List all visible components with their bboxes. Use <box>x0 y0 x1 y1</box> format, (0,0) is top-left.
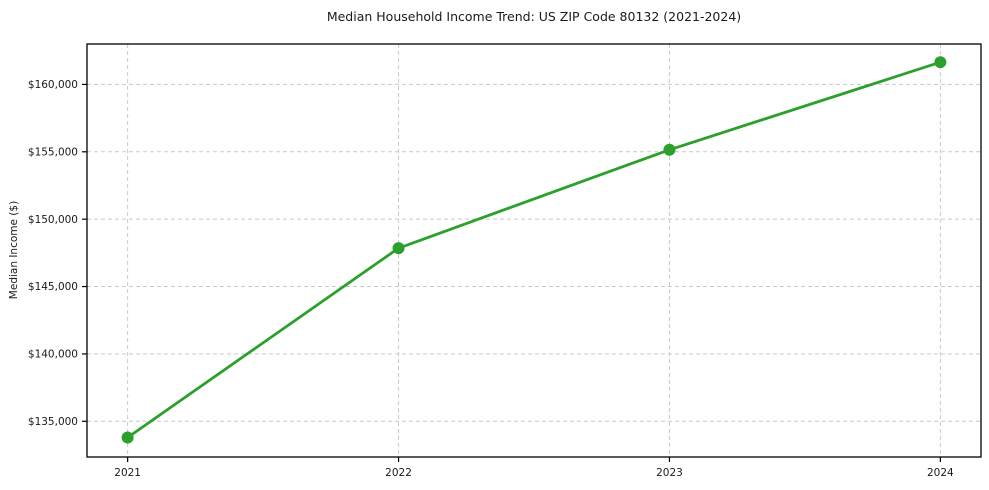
trend-line <box>126 60 942 439</box>
x-tick-label: 2024 <box>927 467 954 479</box>
data-point <box>392 242 405 255</box>
data-point <box>934 56 947 69</box>
y-tick-label: $150,000 <box>28 214 78 226</box>
x-tick-label: 2023 <box>656 467 683 479</box>
y-tick-label: $135,000 <box>28 416 78 428</box>
plot-border <box>86 43 982 458</box>
chart-title: Median Household Income Trend: US ZIP Co… <box>326 9 742 24</box>
x-tick-label: 2022 <box>385 467 412 479</box>
y-tick-label: $145,000 <box>28 281 78 293</box>
x-tick-label: 2021 <box>114 467 141 479</box>
data-point <box>121 431 134 444</box>
y-tick-label: $155,000 <box>28 146 78 158</box>
y-tick-label: $140,000 <box>28 349 78 361</box>
data-point <box>663 143 676 156</box>
y-tick-label: $160,000 <box>28 79 78 91</box>
